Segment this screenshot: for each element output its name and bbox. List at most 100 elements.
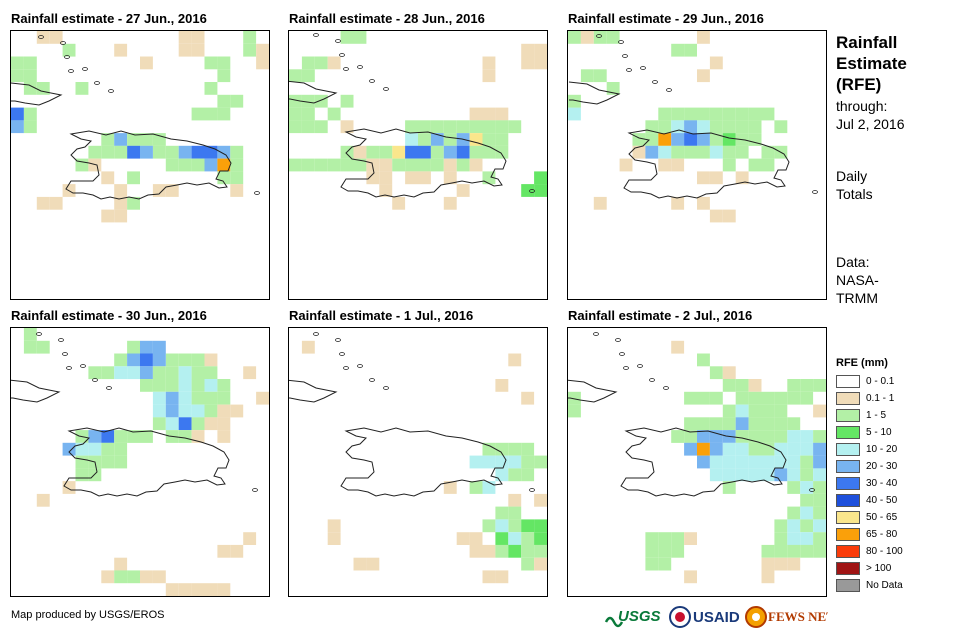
rain-cell [469,532,483,545]
rain-cell [521,391,535,405]
rain-cell [418,120,431,134]
small-island [649,378,655,382]
rain-cell [392,158,406,172]
rain-cell [165,184,179,197]
rain-cell [101,570,115,584]
rain-cell [645,145,659,159]
rain-cell [697,442,710,456]
rain-cell [217,158,231,172]
rain-cell [508,353,522,367]
rain-cell [152,145,166,159]
rain-cell [800,481,814,494]
rain-cell [36,82,50,95]
rain-cell [191,366,205,380]
rain-cell [469,544,483,558]
rain-cell [813,455,826,469]
rain-cell [314,56,328,70]
rain-cell [697,171,710,185]
rain-cell [353,158,367,172]
rain-cell [191,107,205,121]
rain-cell [697,455,710,469]
rain-cell [761,455,775,469]
legend-item: 40 - 50 [836,492,903,509]
rain-cell [495,468,509,482]
rain-cell [405,133,418,146]
rain-cell [152,379,166,392]
rain-cell [722,417,736,431]
rain-cell [722,120,736,134]
rain-cell [152,404,166,418]
rain-cell [606,82,620,95]
rain-cell [697,391,710,405]
rain-cell [482,133,496,146]
panel-title-6: Rainfall estimate - 2 Jul., 2016 [568,308,753,323]
rain-cell [658,133,672,146]
rain-cell [534,519,547,533]
rain-cell [301,340,315,354]
rain-cell [430,145,444,159]
rain-cell [62,43,76,57]
rain-cell [152,353,166,367]
rain-cell [379,184,393,197]
small-island [593,332,599,336]
rain-cell [709,120,723,134]
small-island [369,378,375,382]
rain-cell [495,133,509,146]
rain-cell [114,442,128,456]
rain-cell [697,69,710,83]
rain-cell [165,404,179,418]
legend-swatch [836,477,860,490]
rain-cell [178,379,192,392]
coastline [11,332,258,497]
rain-cell [722,366,736,380]
rain-cell [366,145,380,159]
rain-cell [88,145,102,159]
legend-swatch [836,579,860,592]
rain-cell [813,468,826,482]
rain-cell [709,107,723,121]
rain-cell [204,56,218,70]
rain-cell [508,532,522,545]
rain-cell [735,417,749,431]
rain-cell [152,570,166,584]
small-island [64,55,70,59]
rain-cell [735,171,749,185]
rain-cell [645,557,659,571]
rain-cell [774,430,788,443]
coastline [289,332,535,497]
rain-cell [787,391,801,405]
rain-cell [495,379,509,392]
legend-swatch [836,409,860,422]
rain-cell [568,391,581,405]
rain-cell [314,120,328,134]
rain-cell [735,468,749,482]
rain-cell [671,196,685,210]
small-island [343,67,349,71]
rain-cell [508,455,522,469]
rain-cell [508,519,522,533]
rain-cell [709,366,723,380]
rain-cell [114,455,128,469]
small-island [618,40,624,44]
rain-cell [735,145,749,159]
rain-cell [178,353,192,367]
rain-cell [521,184,535,197]
rain-cell [230,171,244,185]
rain-cell [204,391,218,405]
rain-cell [217,94,231,108]
rain-cell [748,133,762,146]
svg-text:USGS: USGS [618,608,661,625]
rain-cell [127,196,140,210]
small-island [254,191,260,195]
rain-cell [606,31,620,44]
rain-cell [813,544,826,558]
rain-cell [353,145,367,159]
rain-cell [11,120,24,134]
small-island [38,35,44,39]
rain-cell [671,120,685,134]
rain-cell [787,532,801,545]
rain-cell [217,145,231,159]
rain-cell [469,133,483,146]
hispaniola-coastline [340,427,507,497]
rain-cell [127,353,140,367]
